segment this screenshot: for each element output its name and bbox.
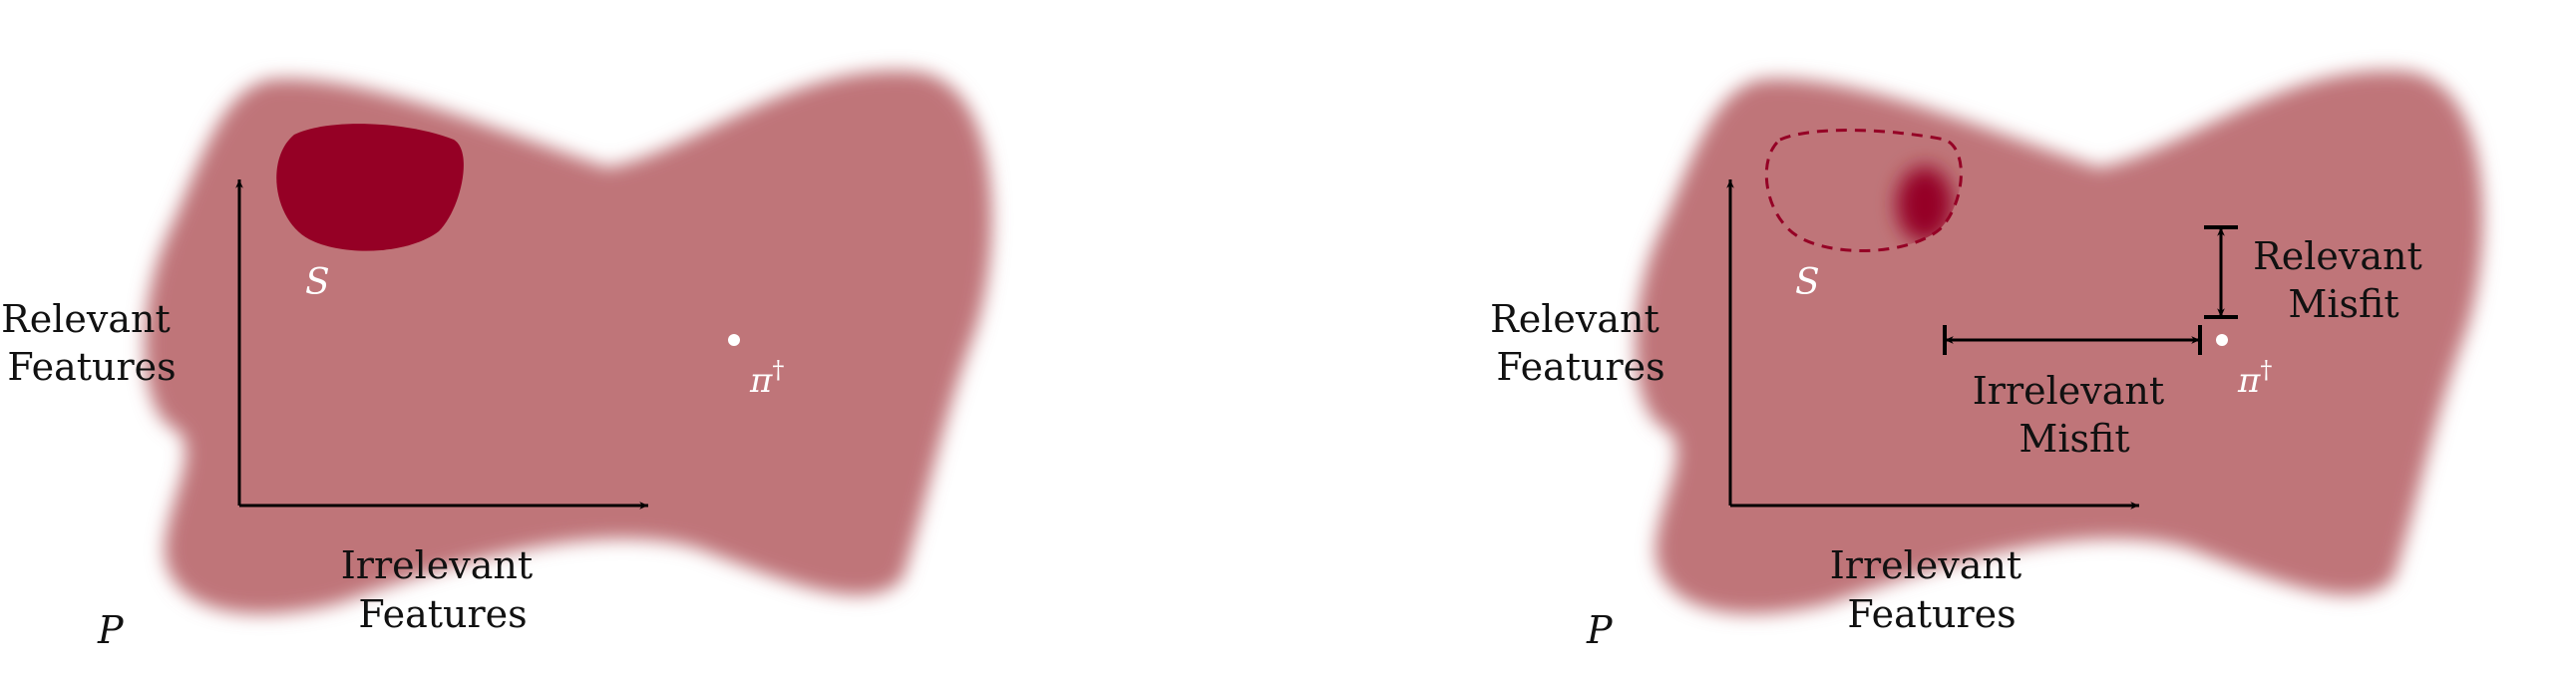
relevant-misfit-label: Relevant Misfit <box>2253 234 2434 326</box>
x-axis-label: Irrelevant Features <box>341 543 545 636</box>
optimal-policy-label: π† <box>749 356 784 401</box>
policy-space-region <box>144 70 992 614</box>
subset-region-outline <box>1764 129 1963 252</box>
policy-space-label: P <box>1586 608 1614 652</box>
left-panel: S Relevant Features Irrelevant Features … <box>1 70 992 652</box>
y-axis-label: Relevant Features <box>1490 297 1671 389</box>
optimal-policy-point <box>2216 334 2228 346</box>
relevant-misfit-measure <box>2204 225 2238 319</box>
y-axis-label: Relevant Features <box>1 297 183 389</box>
optimal-policy-point <box>728 334 740 346</box>
subset-label: S <box>305 262 330 303</box>
subset-label: S <box>1795 262 1820 303</box>
irrelevant-misfit-measure <box>1943 325 2202 355</box>
policy-space-label: P <box>97 608 125 652</box>
irrelevant-misfit-label: Irrelevant Misfit <box>1973 369 2176 461</box>
policy-space-region <box>1635 70 2483 614</box>
subset-partial-overlap <box>1897 167 1953 242</box>
x-axis-label: Irrelevant Features <box>1830 543 2033 636</box>
optimal-policy-label: π† <box>2237 356 2272 401</box>
right-panel: S Relevant Features Irrelevant Features … <box>1490 70 2483 652</box>
subset-region-filled <box>276 124 464 251</box>
